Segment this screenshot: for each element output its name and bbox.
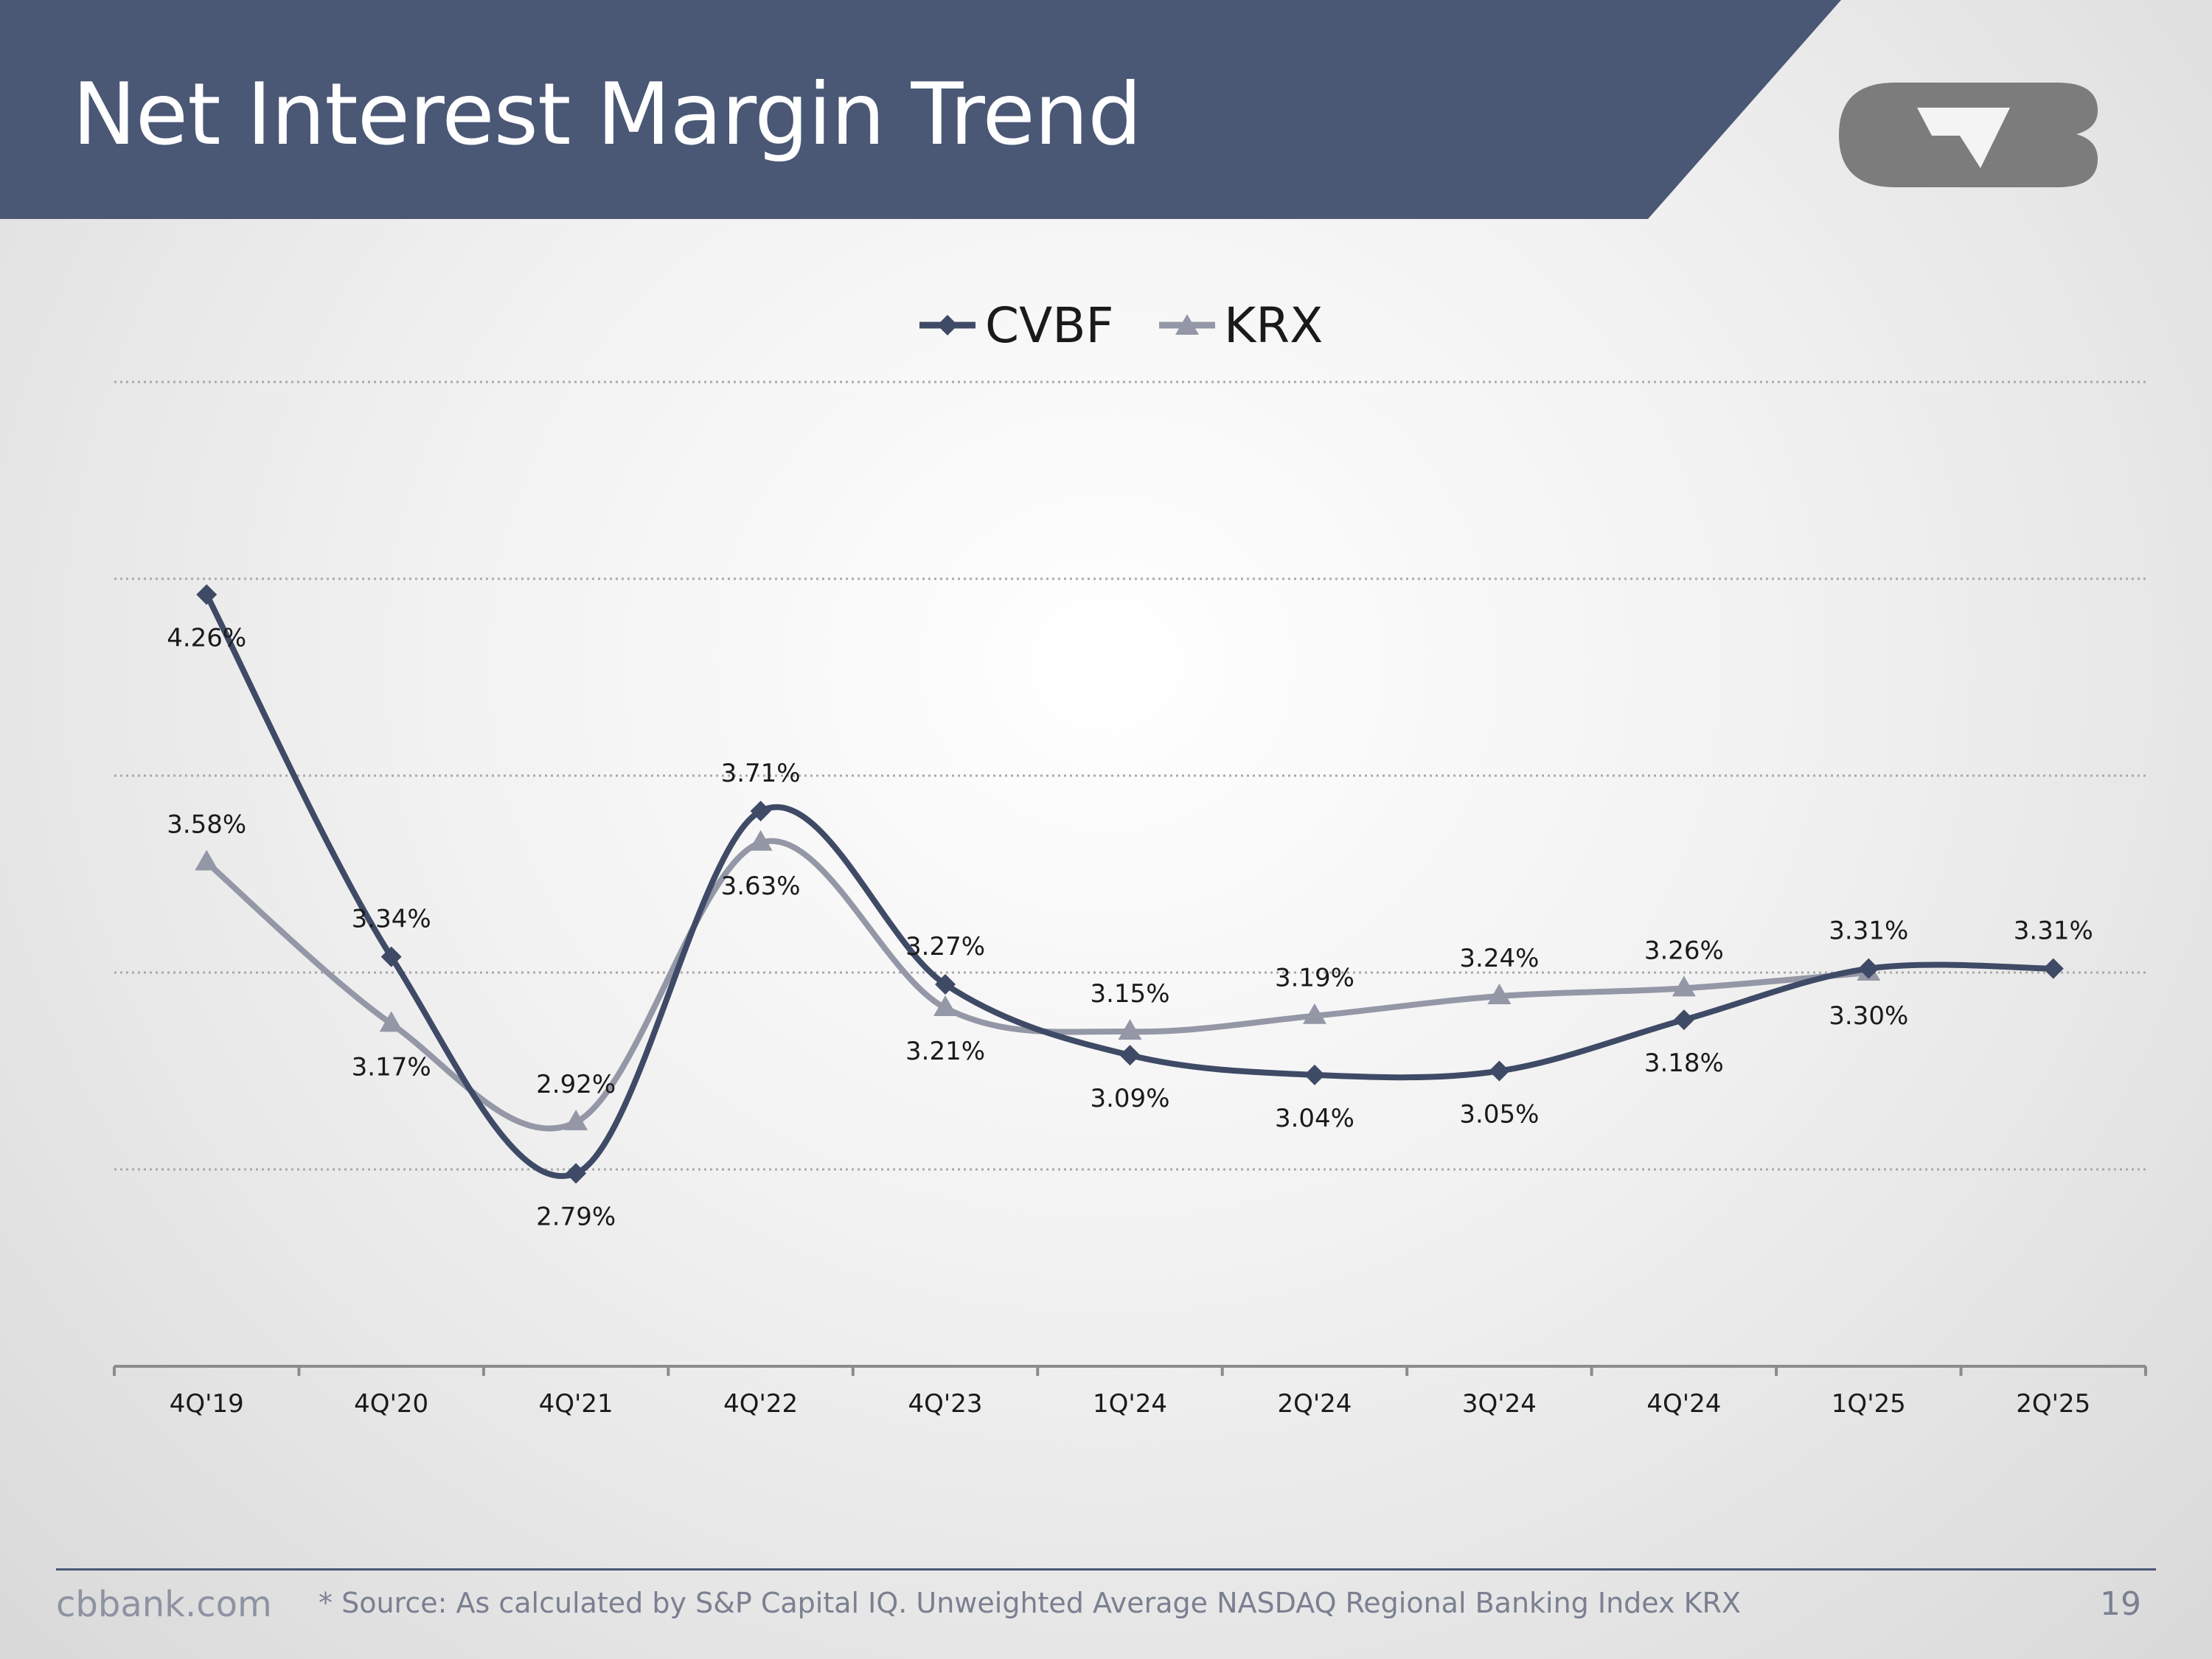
x-tick-label: 4Q'21 xyxy=(539,1389,613,1419)
data-label-cvbf: 3.18% xyxy=(1644,1048,1724,1078)
data-label-cvbf: 4.26% xyxy=(167,623,246,653)
data-point-krx xyxy=(933,995,958,1017)
data-point-cvbf xyxy=(1489,1060,1510,1082)
page-title: Net Interest Margin Trend xyxy=(72,65,1142,164)
data-label-krx: 3.21% xyxy=(905,1037,985,1066)
gridlines xyxy=(114,380,2146,1171)
data-label-cvbf: 3.71% xyxy=(721,759,801,788)
data-point-cvbf xyxy=(1119,1045,1141,1066)
data-point-cvbf xyxy=(1304,1064,1325,1085)
data-label-krx: 3.26% xyxy=(1644,936,1724,965)
x-tick-label: 4Q'23 xyxy=(908,1389,983,1419)
cvb-logo xyxy=(1839,83,2098,187)
x-tick-label: 2Q'24 xyxy=(1277,1389,1352,1419)
data-label-cvbf: 3.05% xyxy=(1459,1100,1539,1130)
data-point-cvbf xyxy=(196,584,218,605)
data-label-cvbf: 3.31% xyxy=(2014,917,2093,946)
footer-divider xyxy=(56,1568,2156,1571)
data-label-cvbf: 3.31% xyxy=(1829,917,1908,946)
data-point-krx xyxy=(1118,1019,1142,1040)
data-label-krx: 3.58% xyxy=(167,810,246,839)
data-point-krx xyxy=(195,849,219,871)
data-point-krx xyxy=(748,830,773,851)
nim-line-chart: CVBF KRX 4Q'19 4Q'20 4Q'21 4Q'22 4Q'23 1Q'24 2… xyxy=(113,297,2147,1419)
data-label-cvbf: 2.79% xyxy=(536,1202,616,1231)
data-label-krx: 2.92% xyxy=(536,1070,616,1099)
x-tick-label: 4Q'24 xyxy=(1646,1389,1721,1419)
data-label-cvbf: 3.04% xyxy=(1275,1104,1354,1133)
data-point-cvbf xyxy=(1673,1009,1694,1031)
data-point-krx xyxy=(1672,975,1696,997)
legend-krx-marker xyxy=(1175,314,1199,335)
legend-krx-label: KRX xyxy=(1224,297,1323,354)
legend: CVBF KRX xyxy=(919,297,1323,354)
x-tick-label: 1Q'25 xyxy=(1832,1389,1906,1419)
footer-website[interactable]: cbbank.com xyxy=(56,1584,272,1625)
x-tick-label: 4Q'22 xyxy=(723,1389,798,1419)
data-point-krx xyxy=(1302,1003,1326,1024)
data-label-cvbf: 3.27% xyxy=(905,932,985,961)
data-label-krx: 3.63% xyxy=(721,872,801,901)
data-label-krx: 3.19% xyxy=(1275,964,1354,993)
data-label-cvbf: 3.09% xyxy=(1090,1084,1169,1113)
x-axis: 4Q'19 4Q'20 4Q'21 4Q'22 4Q'23 1Q'24 2Q'24 3Q'24… xyxy=(113,1365,2147,1419)
series-line-krx xyxy=(204,838,1872,1132)
data-point-krx xyxy=(1487,984,1512,1005)
data-point-cvbf xyxy=(566,1163,587,1184)
data-labels: 4.26% 3.34% 2.79% 3.71% 3.27% 3.09% 3.04% 3.05%… xyxy=(167,623,2093,1231)
header-band xyxy=(0,0,1841,219)
series xyxy=(195,584,2064,1184)
x-tick-label: 2Q'25 xyxy=(2016,1389,2090,1419)
data-point-cvbf xyxy=(935,974,956,995)
page-number: 19 xyxy=(2100,1585,2141,1623)
data-label-krx: 3.24% xyxy=(1459,944,1539,973)
x-tick-label: 4Q'19 xyxy=(170,1389,244,1419)
legend-cvbf-marker xyxy=(937,315,958,335)
data-point-cvbf xyxy=(750,801,771,822)
data-label-cvbf: 3.34% xyxy=(352,905,431,934)
x-tick-label: 4Q'20 xyxy=(354,1389,428,1419)
data-label-krx: 3.15% xyxy=(1090,979,1169,1009)
data-point-cvbf xyxy=(380,946,402,967)
data-point-krx xyxy=(564,1109,588,1130)
footer-source-note: * Source: As calculated by S&P Capital I… xyxy=(319,1587,1741,1619)
data-label-krx: 3.30% xyxy=(1829,1001,1908,1031)
data-point-cvbf xyxy=(1858,958,1879,979)
data-point-krx xyxy=(379,1011,403,1032)
x-tick-label: 3Q'24 xyxy=(1462,1389,1537,1419)
x-tick-label: 1Q'24 xyxy=(1093,1389,1167,1419)
data-label-krx: 3.17% xyxy=(352,1052,431,1082)
legend-cvbf-label: CVBF xyxy=(985,297,1113,354)
series-line-cvbf xyxy=(204,591,2056,1179)
data-point-cvbf xyxy=(2042,958,2064,979)
